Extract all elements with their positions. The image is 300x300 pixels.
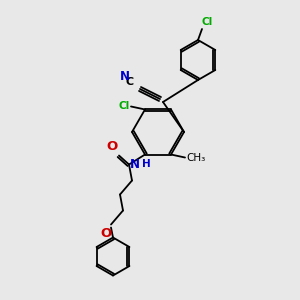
Text: N: N [120, 70, 130, 83]
Text: Cl: Cl [119, 101, 130, 112]
Text: H: H [142, 158, 151, 169]
Text: Cl: Cl [201, 17, 212, 27]
Text: O: O [106, 140, 118, 152]
Text: N: N [130, 158, 140, 170]
Text: CH₃: CH₃ [186, 152, 205, 163]
Text: O: O [100, 226, 112, 239]
Text: C: C [126, 77, 134, 87]
